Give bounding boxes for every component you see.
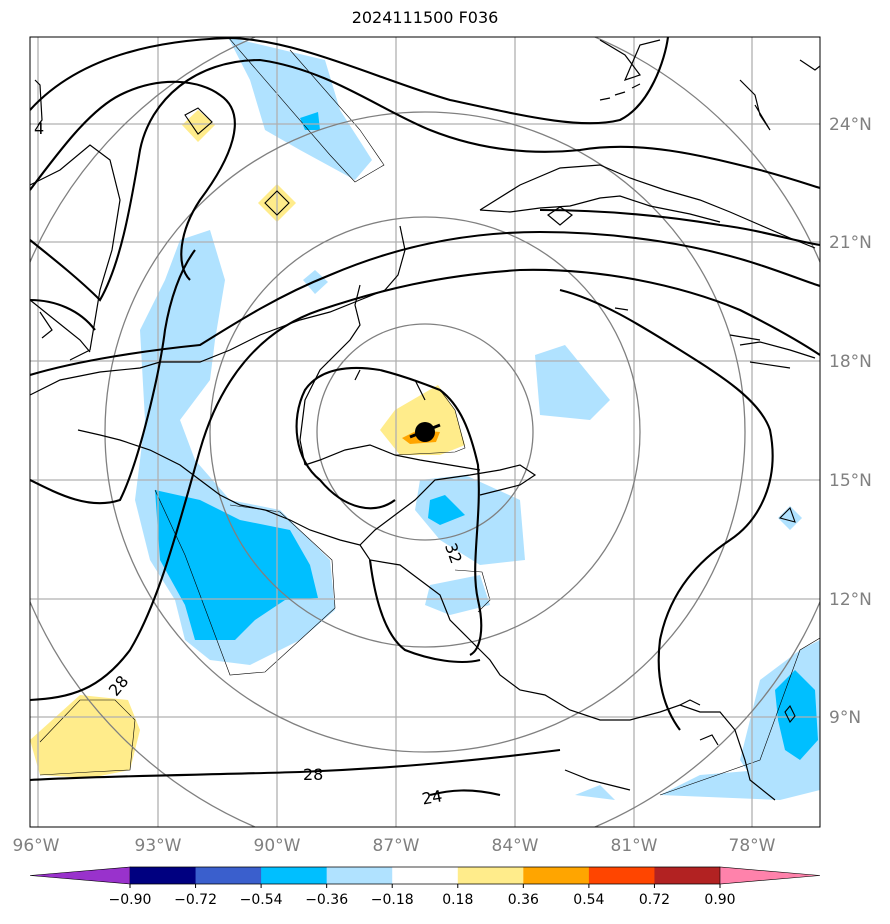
- colorbar-ticks: −0.90 −0.72 −0.54 −0.36 −0.18 0.18 0.36 0.54 0.7…: [109, 884, 736, 908]
- colorbar-tick-label: −0.18: [371, 892, 414, 908]
- longitude-labels: 96°W 93°W 90°W 87°W 84°W 81°W 78°W: [13, 836, 776, 856]
- lon-label: 90°W: [254, 836, 301, 856]
- colorbar-segment: [261, 867, 328, 884]
- colorbar-min-extension: [29, 866, 131, 885]
- colorbar-segment: [392, 867, 459, 884]
- map-area: 4 28 28 32 24: [30, 37, 820, 827]
- light-blue-fields: [135, 37, 820, 800]
- contour-label-4: 4: [34, 119, 44, 138]
- colorbar-segments: [29, 866, 821, 885]
- coastlines: [30, 39, 820, 801]
- lat-label: 24°N: [829, 115, 872, 135]
- lon-label: 87°W: [373, 836, 420, 856]
- lon-label: 84°W: [492, 836, 539, 856]
- colorbar-tick-label: 0.18: [442, 892, 473, 908]
- lon-label: 81°W: [611, 836, 658, 856]
- contour-lines: [30, 37, 820, 797]
- lon-label: 93°W: [135, 836, 182, 856]
- colorbar-segment: [457, 867, 524, 884]
- colorbar-segment: [654, 867, 721, 884]
- colorbar-tick-label: −0.36: [305, 892, 348, 908]
- lat-label: 9°N: [829, 708, 861, 728]
- lat-label: 12°N: [829, 590, 872, 610]
- colorbar-segment: [588, 867, 655, 884]
- lat-label: 21°N: [829, 233, 872, 253]
- contour-label-28-south: 28: [303, 765, 323, 784]
- range-rings: [30, 37, 820, 827]
- map-frame: [29, 36, 821, 828]
- contour-label-24: 24: [420, 786, 443, 808]
- colorbar-segment: [195, 867, 262, 884]
- colorbar-tick-label: −0.90: [109, 892, 152, 908]
- colorbar-tick-label: 0.90: [704, 892, 735, 908]
- latitude-labels: 24°N 21°N 18°N 15°N 12°N 9°N: [829, 115, 872, 728]
- colorbar-tick-label: 0.72: [639, 892, 670, 908]
- colorbar: −0.90 −0.72 −0.54 −0.36 −0.18 0.18 0.36 0.54 0.7…: [29, 866, 821, 908]
- colorbar-tick-label: 0.36: [508, 892, 539, 908]
- colorbar-segment: [326, 867, 393, 884]
- colorbar-tick-label: 0.54: [573, 892, 604, 908]
- colorbar-max-extension: [719, 866, 821, 885]
- blue-fields: [155, 112, 818, 760]
- lon-label: 96°W: [13, 836, 60, 856]
- lat-label: 15°N: [829, 471, 872, 491]
- colorbar-segment: [523, 867, 590, 884]
- gridlines: [30, 37, 820, 827]
- colorbar-tick-label: −0.54: [240, 892, 283, 908]
- yellow-fields: [30, 110, 465, 778]
- contour-label-28-west: 28: [105, 672, 133, 700]
- lat-label: 18°N: [829, 352, 872, 372]
- storm-center-marker: [409, 422, 441, 442]
- colorbar-outline: [130, 866, 720, 885]
- lon-label: 78°W: [729, 836, 776, 856]
- colorbar-tick-label: −0.72: [174, 892, 217, 908]
- map-title: 2024111500 F036: [351, 8, 499, 27]
- colorbar-segment: [130, 867, 197, 884]
